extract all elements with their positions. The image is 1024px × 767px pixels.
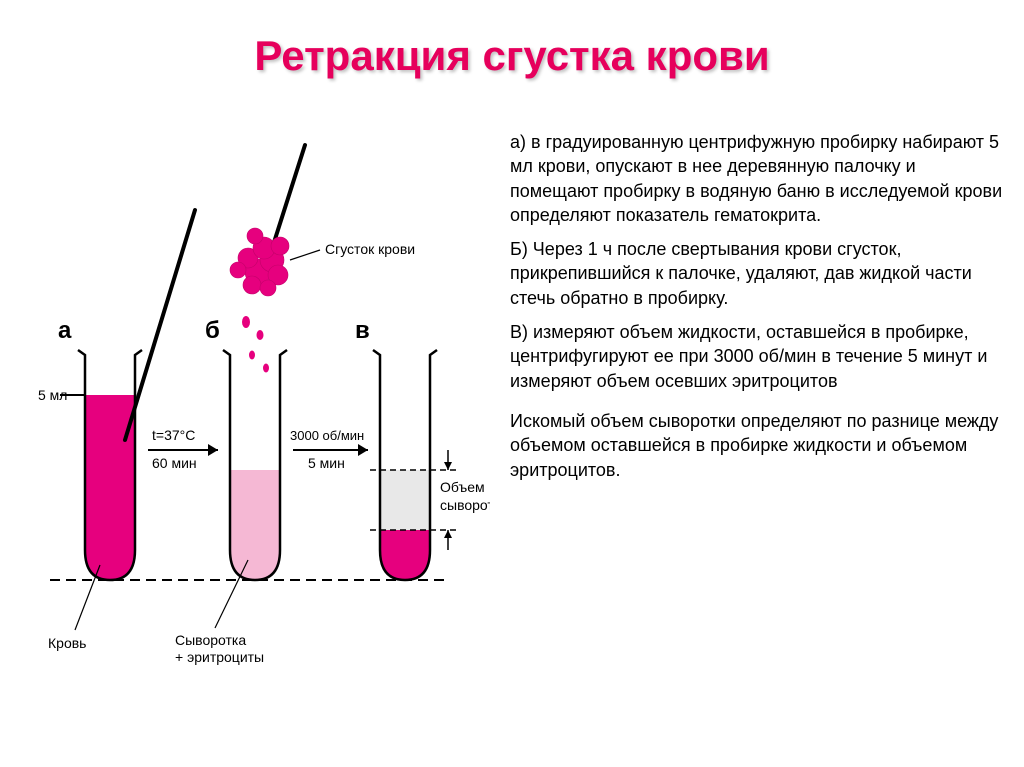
step-c: В) измеряют объем жидкости, оставшейся в… xyxy=(510,320,1005,393)
label-serum-rbc-1: Сыворотка xyxy=(175,632,246,648)
serum-vol-2: сыворотки xyxy=(440,497,490,513)
serum-vol-1: Объем xyxy=(440,479,485,495)
arrow-b-to-c: 3000 об/мин 5 мин xyxy=(290,428,368,471)
arrow-a-to-b: t=37°С 60 мин xyxy=(148,427,218,471)
clot-retraction-diagram: 5 мл а Кровь t=37°С 60 мин xyxy=(20,120,490,680)
tube-c: в Объем сыворотки xyxy=(355,317,490,580)
note: Искомый объем сыворотки определяют по ра… xyxy=(510,409,1005,482)
arrow-ab-top: t=37°С xyxy=(152,427,195,443)
arrow-bc-top: 3000 об/мин xyxy=(290,428,364,443)
tube-letter-b: б xyxy=(205,317,220,344)
description-text: а) в градуированную центрифужную пробирк… xyxy=(510,130,1005,492)
step-a: а) в градуированную центрифужную пробирк… xyxy=(510,130,1005,227)
step-b: Б) Через 1 ч после свертывания крови сгу… xyxy=(510,237,1005,310)
arrow-bc-bottom: 5 мин xyxy=(308,455,345,471)
arrow-ab-bottom: 60 мин xyxy=(152,455,197,471)
diagram: 5 мл а Кровь t=37°С 60 мин xyxy=(20,120,490,680)
tube-letter-a: а xyxy=(58,317,72,344)
clot-label: Сгусток крови xyxy=(325,241,415,257)
tube-letter-c: в xyxy=(355,317,370,344)
label-blood: Кровь xyxy=(48,635,86,651)
label-serum-rbc-2: + эритроциты xyxy=(175,649,264,665)
label-5ml: 5 мл xyxy=(38,387,67,403)
page-title: Ретракция сгустка крови xyxy=(0,32,1024,80)
